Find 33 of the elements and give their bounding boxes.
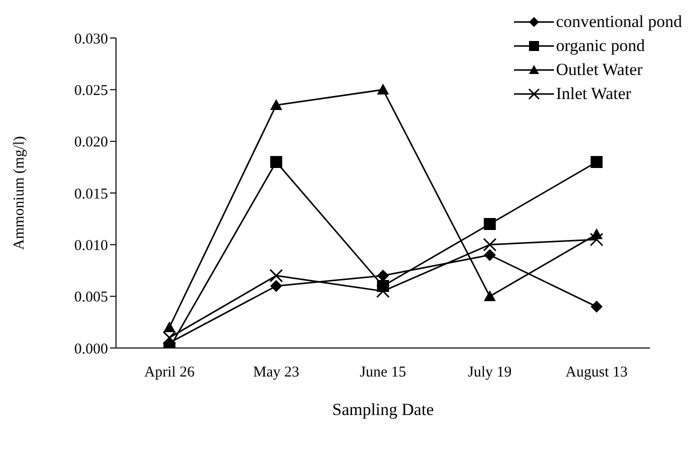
point [483,238,497,252]
legend-label: Inlet Water [556,84,632,104]
point [590,232,604,246]
point [162,330,176,344]
point [590,156,603,168]
point [484,218,496,230]
y-tick-label: 0.005 [74,290,108,306]
legend-label: organic pond [556,36,645,56]
point [163,321,176,332]
x-tick-label: August 13 [566,364,628,381]
point [590,300,603,313]
y-tick-label: 0.025 [74,82,108,99]
x-tick-label: June 15 [360,364,406,381]
y-axis-title: Ammonium (mg/l) [11,136,28,250]
point [270,280,282,292]
y-tick-label: 0.015 [74,186,108,202]
y-tick-label: 0.010 [74,238,108,254]
y-tick-label: 0.000 [74,341,108,358]
x-axis-title: Sampling Date [331,400,435,420]
point [377,84,389,94]
point [270,156,282,168]
point [269,268,283,282]
x-tick-label: July 19 [468,364,512,381]
point [484,290,496,302]
x-tick-label: May 23 [253,364,300,381]
point [484,249,496,261]
point [270,99,282,110]
legend-label: conventional pond [556,12,682,32]
y-tick-label: 0.030 [74,31,108,48]
x-tick-label: April 26 [144,364,196,381]
y-tick-label: 0.020 [74,134,108,151]
point [376,284,390,298]
legend-label: Outlet Water [556,60,643,80]
